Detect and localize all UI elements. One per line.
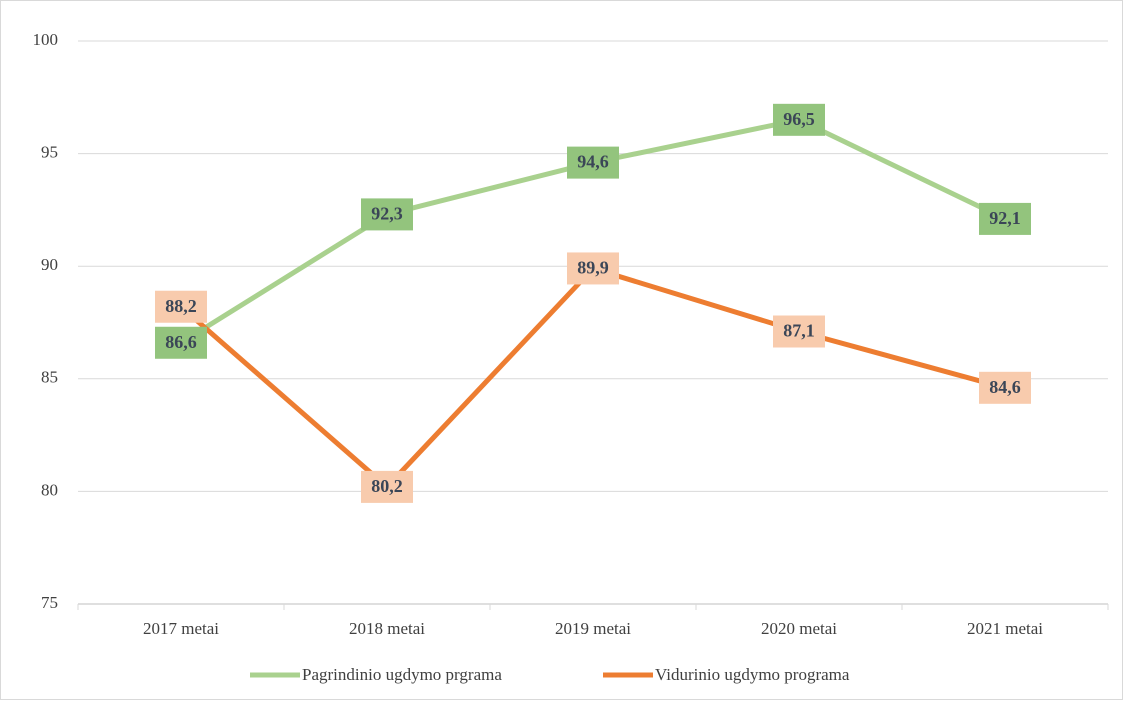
data-label-bg <box>773 103 825 136</box>
x-tick-label: 2020 metai <box>761 619 837 638</box>
data-label: 87,1 <box>783 321 815 341</box>
data-label-bg <box>979 371 1031 404</box>
x-tick-label: 2018 metai <box>349 619 425 638</box>
data-label: 89,9 <box>577 258 609 278</box>
y-tick-label: 100 <box>33 30 59 49</box>
data-label: 96,5 <box>783 109 815 129</box>
legend-label: Vidurinio ugdymo programa <box>655 665 850 684</box>
data-label: 84,6 <box>989 377 1021 397</box>
data-label-bg <box>567 252 619 285</box>
data-label-bg <box>361 470 413 503</box>
x-tick-label: 2021 metai <box>967 619 1043 638</box>
y-tick-label: 95 <box>41 143 58 162</box>
y-tick-label: 85 <box>41 368 58 387</box>
legend-label: Pagrindinio ugdymo prgrama <box>302 665 502 684</box>
data-label: 94,6 <box>577 152 609 172</box>
data-label: 92,3 <box>371 204 403 224</box>
x-tick-label: 2019 metai <box>555 619 631 638</box>
y-tick-label: 90 <box>41 255 58 274</box>
data-label-bg <box>567 146 619 179</box>
data-label: 92,1 <box>989 208 1021 228</box>
x-tick-label: 2017 metai <box>143 619 219 638</box>
data-label-bg <box>155 290 207 323</box>
data-label: 86,6 <box>165 332 197 352</box>
data-label-bg <box>773 315 825 348</box>
data-label: 80,2 <box>371 476 403 496</box>
data-label-bg <box>979 202 1031 235</box>
data-label-bg <box>155 326 207 359</box>
data-label: 88,2 <box>165 296 197 316</box>
y-tick-label: 80 <box>41 480 58 499</box>
y-tick-label: 75 <box>41 593 58 612</box>
data-label-bg <box>361 198 413 231</box>
